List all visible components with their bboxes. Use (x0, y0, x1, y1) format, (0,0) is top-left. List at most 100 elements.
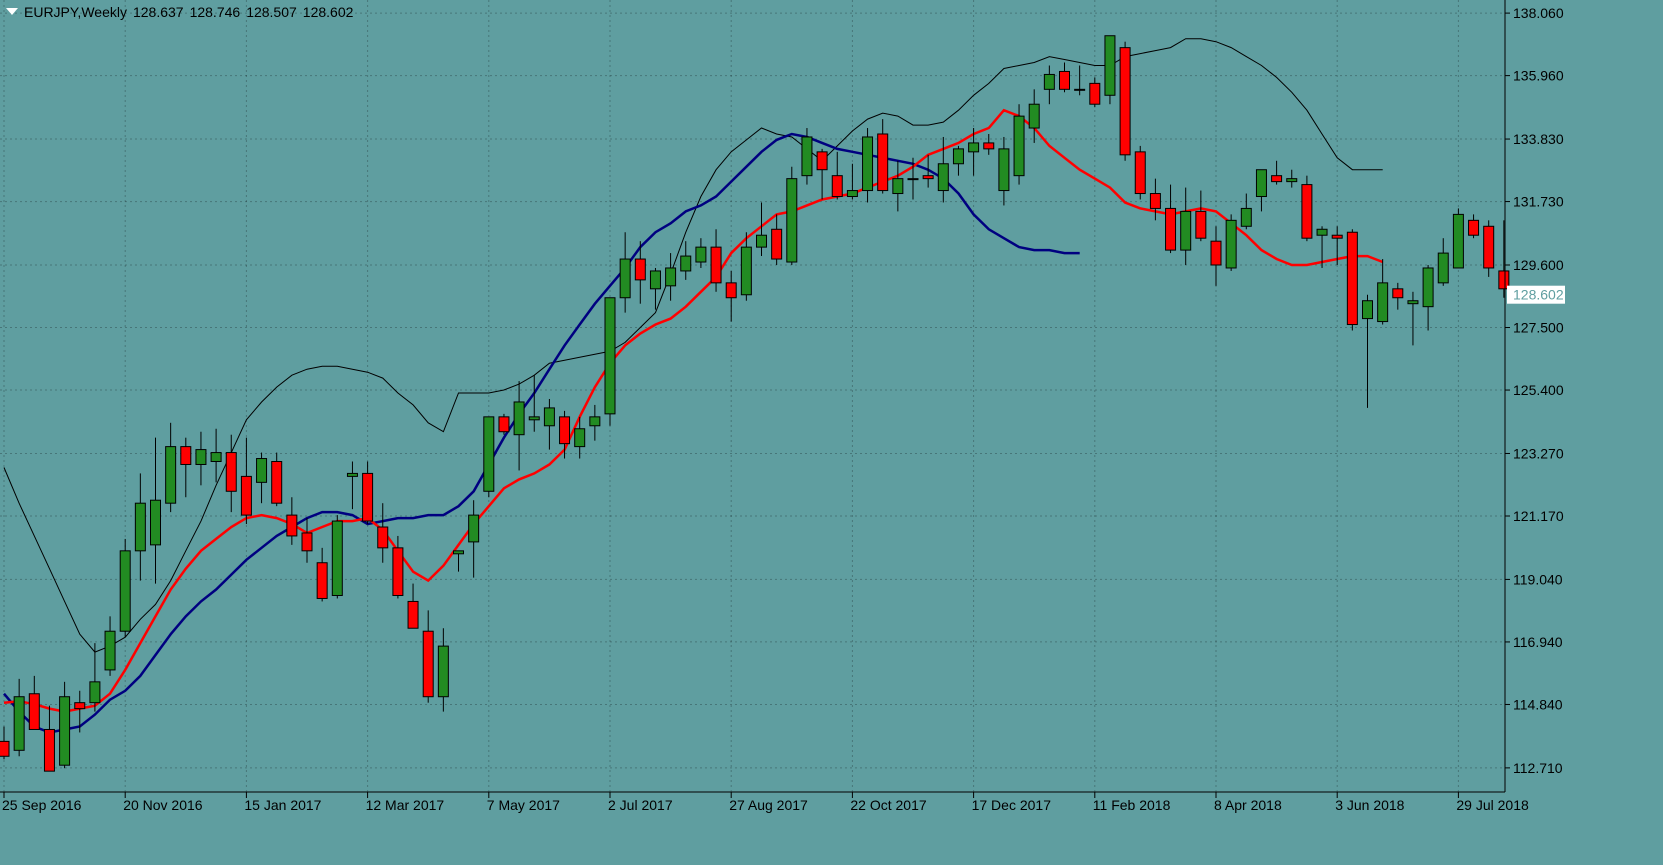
candle-body (801, 136, 813, 177)
bear-candle (1089, 77, 1101, 108)
bear-candle (301, 518, 313, 563)
ohlc-open: 128.637 (132, 4, 184, 20)
bear-candle (559, 410, 571, 459)
bull-candle (134, 473, 146, 581)
candle-body (422, 630, 434, 698)
x-tick-label: 8 Apr 2018 (1214, 797, 1282, 813)
candle-body (1452, 213, 1464, 269)
y-tick-label: 131.730 (1513, 194, 1564, 210)
y-tick-label: 116.940 (1513, 634, 1563, 650)
bull-candle (1043, 65, 1055, 105)
candle-body (634, 258, 646, 281)
candle-body (1225, 219, 1237, 269)
bear-candle (1346, 229, 1358, 331)
bull-candle (619, 232, 631, 313)
bull-candle (89, 643, 101, 712)
candle-body (316, 562, 328, 599)
candle-body (1240, 207, 1252, 227)
bear-candle (0, 726, 10, 760)
bear-candle (1119, 41, 1131, 161)
bull-candle (862, 128, 874, 203)
bear-candle (407, 583, 419, 629)
x-tick-label: 7 May 2017 (487, 797, 560, 813)
bull-candle (1362, 294, 1373, 408)
candle-body (1286, 178, 1298, 183)
candle-body (210, 452, 222, 463)
y-tick-label: 114.840 (1513, 696, 1563, 712)
candle-body (831, 175, 843, 198)
bull-candle (695, 238, 707, 268)
candle-body (846, 190, 858, 198)
y-tick-label: 129.600 (1513, 257, 1564, 273)
candle-body (968, 142, 980, 153)
bear-candle (498, 413, 510, 435)
current-price-tag (1507, 285, 1565, 304)
bull-candle (195, 431, 207, 486)
ohlc-low: 128.507 (246, 4, 297, 20)
bear-candle (392, 535, 404, 599)
candle-body (195, 449, 207, 465)
candle-body (13, 696, 25, 751)
candle-body (559, 416, 571, 445)
bear-candle (1059, 62, 1070, 93)
bull-candle (543, 398, 555, 450)
bear-candle (1483, 220, 1495, 277)
bull-candle (968, 128, 980, 176)
bull-candle (437, 628, 449, 712)
bull-candle (1013, 104, 1025, 185)
current-price-label: 128.602 (1513, 287, 1564, 303)
bear-candle (422, 610, 434, 703)
candle-body (695, 246, 707, 263)
candle-body (771, 228, 783, 260)
bear-candle (43, 705, 55, 772)
candle-body (1437, 252, 1449, 284)
grid (0, 0, 1505, 792)
candle-body (1392, 288, 1404, 299)
bear-candle (240, 437, 252, 525)
chart-header[interactable]: EURJPY,Weekly 128.637 128.746 128.507 128.60… (6, 4, 359, 20)
bear-candle (316, 547, 328, 602)
candle-body (180, 446, 192, 465)
bull-candle (1074, 65, 1086, 96)
bear-candle (877, 119, 889, 194)
candle-body (756, 234, 767, 248)
bull-candle (119, 538, 131, 638)
bull-candle (801, 128, 813, 185)
bear-candle (1498, 220, 1510, 298)
candle-body (513, 401, 525, 436)
bull-candle (665, 253, 677, 301)
candle-body (256, 458, 268, 483)
bear-candle (1165, 184, 1177, 254)
candle-body (877, 133, 889, 192)
x-tick-label: 27 Aug 2017 (729, 797, 808, 813)
candle-body (740, 246, 752, 296)
slow-ma-line (3, 132, 1080, 734)
candle-body (1498, 270, 1510, 290)
bear-candle (377, 503, 389, 563)
bull-candle (1316, 226, 1328, 268)
candle-body (528, 416, 540, 421)
candle-body (1013, 115, 1025, 177)
bear-candle (286, 497, 298, 545)
bear-candle (922, 154, 934, 188)
candle-body (301, 532, 313, 552)
candle-body (346, 472, 358, 477)
dropdown-icon[interactable] (6, 8, 18, 15)
candle-body (665, 267, 677, 287)
x-tick-label: 22 Oct 2017 (850, 797, 926, 813)
candle-body (1362, 300, 1373, 320)
candle-body (862, 136, 874, 192)
candle-body (240, 475, 252, 516)
x-tick-label: 3 Jun 2018 (1335, 797, 1404, 813)
candle-body (1377, 282, 1389, 323)
x-tick-label: 15 Jan 2017 (244, 797, 321, 813)
candle-body (983, 142, 995, 150)
upper-band-line (3, 38, 1383, 653)
candle-body (362, 472, 374, 522)
candle-body (543, 407, 555, 427)
candle-body (1134, 151, 1146, 195)
x-tick-label: 11 Feb 2018 (1093, 797, 1171, 813)
bear-candle (1149, 178, 1161, 221)
bear-candle (362, 461, 374, 525)
